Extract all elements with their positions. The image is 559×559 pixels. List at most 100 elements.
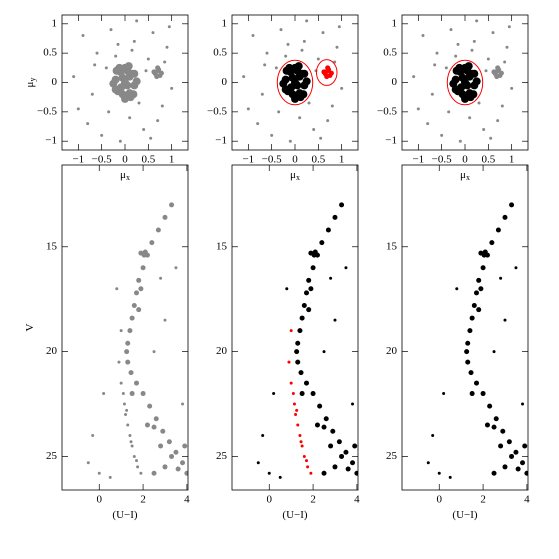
point <box>136 307 142 313</box>
point <box>298 433 302 437</box>
point <box>464 349 470 355</box>
point <box>503 60 507 64</box>
axis-label: (U−I) <box>112 509 137 521</box>
point <box>288 73 297 82</box>
point <box>531 454 536 459</box>
point <box>125 359 131 365</box>
point <box>482 249 488 255</box>
point <box>289 329 293 333</box>
x-tick-label: −1 <box>242 154 254 166</box>
y-tick-label: 25 <box>46 450 58 462</box>
point <box>363 475 368 480</box>
point <box>135 459 139 463</box>
point <box>533 475 538 480</box>
x-tick-label: 0 <box>292 154 298 166</box>
point <box>173 449 179 455</box>
point <box>467 328 473 334</box>
point <box>299 440 303 444</box>
point <box>256 122 260 126</box>
point <box>140 265 146 271</box>
y-tick-label: −1 <box>215 135 227 147</box>
point <box>500 428 506 434</box>
point <box>242 75 246 79</box>
point <box>149 136 153 140</box>
point <box>256 461 260 465</box>
point <box>116 42 120 46</box>
point <box>93 63 97 67</box>
point <box>299 90 308 99</box>
point <box>193 475 198 480</box>
point <box>170 86 174 90</box>
axis-label: μx <box>120 169 130 182</box>
point <box>330 104 334 108</box>
x-tick-label: 2 <box>140 494 146 506</box>
x-tick-label: 1 <box>339 154 345 166</box>
axis-label-text: μ <box>120 169 126 181</box>
point <box>442 392 446 396</box>
point <box>412 75 416 79</box>
point <box>181 402 185 406</box>
point <box>298 116 302 120</box>
point <box>474 290 480 296</box>
point <box>159 276 163 280</box>
point <box>127 328 133 334</box>
point <box>304 380 310 386</box>
point <box>109 28 113 32</box>
point <box>261 433 265 437</box>
point <box>471 302 477 308</box>
point <box>102 392 106 396</box>
point <box>147 403 153 409</box>
point <box>295 340 301 346</box>
point <box>86 122 90 126</box>
point <box>166 439 172 445</box>
point <box>500 104 504 108</box>
point <box>279 28 283 32</box>
panel: 0 2 4 15 20 25 (U−I) <box>386 164 538 521</box>
point <box>513 449 519 455</box>
panel: 0 2 4 15 20 25 (U−I) <box>216 164 368 521</box>
point <box>260 92 264 96</box>
point <box>152 350 156 354</box>
point <box>302 77 311 86</box>
point <box>294 413 298 417</box>
point <box>300 69 309 78</box>
point <box>351 402 355 406</box>
point <box>435 51 439 55</box>
point <box>493 416 499 422</box>
point <box>455 287 459 291</box>
point <box>502 464 508 470</box>
point <box>129 315 135 321</box>
point <box>285 287 289 291</box>
point <box>314 422 320 428</box>
point <box>463 81 472 90</box>
point <box>138 286 144 292</box>
point <box>158 70 164 76</box>
point <box>182 443 188 449</box>
point <box>307 101 311 105</box>
point <box>126 423 130 427</box>
point <box>251 34 255 38</box>
axis-box <box>401 164 529 491</box>
point <box>158 443 164 449</box>
point <box>416 107 420 111</box>
point <box>305 19 309 23</box>
point <box>135 19 139 23</box>
point <box>263 63 267 67</box>
point <box>153 416 159 422</box>
y-tick-label: 25 <box>216 450 228 462</box>
point <box>299 391 305 397</box>
point <box>136 277 142 283</box>
point <box>487 403 493 409</box>
point <box>277 110 281 114</box>
point <box>491 31 495 35</box>
point <box>506 439 512 445</box>
axis-label-subscript: x <box>296 173 300 182</box>
point <box>144 422 150 428</box>
point <box>297 328 303 334</box>
point <box>81 34 85 38</box>
point <box>469 315 475 321</box>
points <box>86 202 198 480</box>
point <box>136 465 140 469</box>
point <box>295 408 299 412</box>
